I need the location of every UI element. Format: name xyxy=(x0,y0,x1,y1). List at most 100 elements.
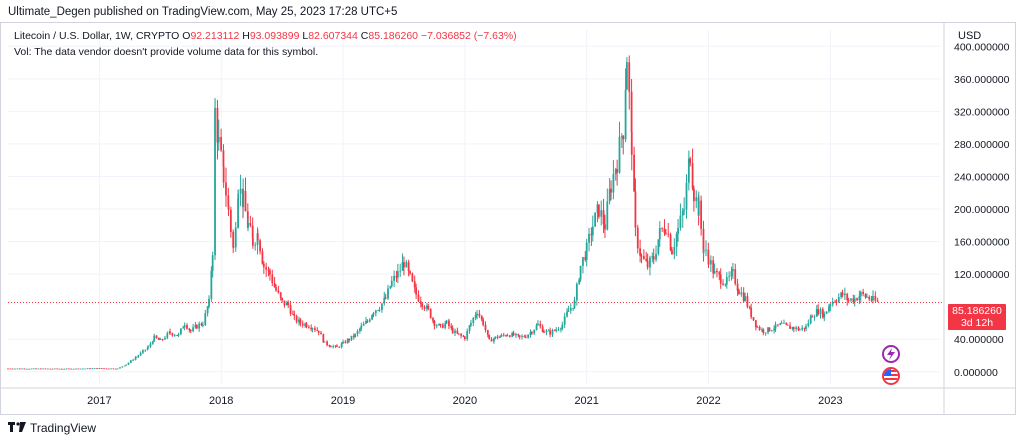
candle-body xyxy=(858,296,861,301)
candle-body xyxy=(685,182,688,210)
candle-body xyxy=(740,292,743,295)
candle-body xyxy=(70,368,73,370)
candle-body xyxy=(237,198,239,228)
candle-body xyxy=(372,313,375,316)
candle-body xyxy=(585,242,588,260)
candle-body xyxy=(652,256,655,260)
candle-body xyxy=(515,334,517,336)
time-axis: 2017 2018 2019 2020 2021 2022 2023 xyxy=(87,395,842,407)
candle-body xyxy=(60,368,63,370)
published-by-line: Ultimate_Degen published on TradingView.… xyxy=(8,6,398,18)
candle-body xyxy=(377,310,380,311)
candle-body xyxy=(620,136,623,137)
low-value: 82.607344 xyxy=(308,30,358,42)
candle-body xyxy=(169,331,171,334)
candle-body xyxy=(323,341,326,343)
footer-brand[interactable]: TradingView xyxy=(8,421,96,435)
candle-body xyxy=(21,368,23,370)
price-tick-label: 360.000000 xyxy=(954,74,1010,86)
candle-body xyxy=(728,276,731,278)
candle-body xyxy=(23,368,26,370)
candle-body xyxy=(194,324,197,328)
candle-body xyxy=(499,336,501,338)
candle-body xyxy=(731,269,734,272)
candle-body xyxy=(289,305,292,314)
candle-body xyxy=(488,334,491,340)
candle-body xyxy=(322,334,325,343)
candle-body xyxy=(758,326,761,330)
candle-body xyxy=(346,339,349,343)
candle-body xyxy=(314,328,316,330)
last-price-badge: 85.186260 3d 12h xyxy=(948,304,1006,330)
symbol-legend[interactable]: Litecoin / U.S. Dollar, 1W, CRYPTO O92.2… xyxy=(14,30,517,42)
currency-label[interactable]: USD xyxy=(958,30,982,42)
price-tick-label: 280.000000 xyxy=(954,139,1010,151)
candle-body xyxy=(529,332,532,335)
candle-body xyxy=(79,368,82,370)
candle-body xyxy=(709,260,712,265)
price-chart[interactable]: 400.000000 360.000000 320.000000 280.000000… xyxy=(0,22,1016,415)
candle-body xyxy=(435,325,438,327)
candle-body xyxy=(579,265,582,280)
candle-body xyxy=(490,339,493,342)
candle-body xyxy=(273,283,276,288)
candle-body xyxy=(378,309,381,311)
candle-body xyxy=(770,330,773,332)
candle-body xyxy=(594,212,597,227)
candle-body xyxy=(261,251,264,264)
candle-body xyxy=(823,313,826,318)
candle-body xyxy=(229,209,232,232)
candle-body xyxy=(843,293,846,296)
candle-body xyxy=(405,262,408,268)
candle-body xyxy=(716,270,718,273)
candle-body xyxy=(75,368,77,370)
candle-body xyxy=(281,297,284,301)
candle-body xyxy=(618,136,621,173)
candle-body xyxy=(809,316,812,324)
candle-body xyxy=(98,368,101,370)
candle-body xyxy=(439,324,442,325)
countdown-value: 3d 12h xyxy=(960,317,994,329)
candle-body xyxy=(500,334,503,337)
candle-body xyxy=(262,263,265,268)
candle-body xyxy=(736,283,739,291)
candle-body xyxy=(518,335,521,337)
candle-body xyxy=(560,328,562,330)
candle-body xyxy=(417,294,420,302)
candle-body xyxy=(222,150,225,167)
candle-body xyxy=(171,333,174,336)
candle-body xyxy=(633,154,636,192)
candle-body xyxy=(317,330,320,333)
candle-body xyxy=(25,368,28,370)
candle-body xyxy=(612,174,615,193)
lightning-event-icon[interactable] xyxy=(882,345,900,363)
price-tick-label: 0.000000 xyxy=(954,367,998,379)
candle-body xyxy=(407,262,410,272)
candle-body xyxy=(155,335,158,339)
time-tick-label: 2019 xyxy=(331,395,355,407)
candle-body xyxy=(679,215,682,228)
us-flag-event-icon[interactable] xyxy=(882,367,900,385)
candle-body xyxy=(786,324,789,326)
candle-body xyxy=(249,223,252,226)
candle-body xyxy=(549,330,552,335)
candle-body xyxy=(846,293,849,301)
candle-body xyxy=(432,317,434,321)
candle-body xyxy=(232,231,235,248)
candle-body xyxy=(462,335,465,337)
candle-body xyxy=(56,368,59,370)
candle-body xyxy=(371,315,373,320)
candle-body xyxy=(362,323,365,326)
candle-body xyxy=(695,197,698,202)
candle-body xyxy=(505,335,507,336)
candle-body xyxy=(677,227,679,234)
candle-body xyxy=(795,327,798,330)
candle-body xyxy=(46,368,49,370)
candle-body xyxy=(754,320,757,327)
candle-body xyxy=(396,271,399,278)
candle-body xyxy=(856,298,858,301)
candle-body xyxy=(868,296,871,300)
candle-body xyxy=(157,338,160,341)
candle-body xyxy=(114,368,117,370)
candle-body xyxy=(63,368,66,370)
